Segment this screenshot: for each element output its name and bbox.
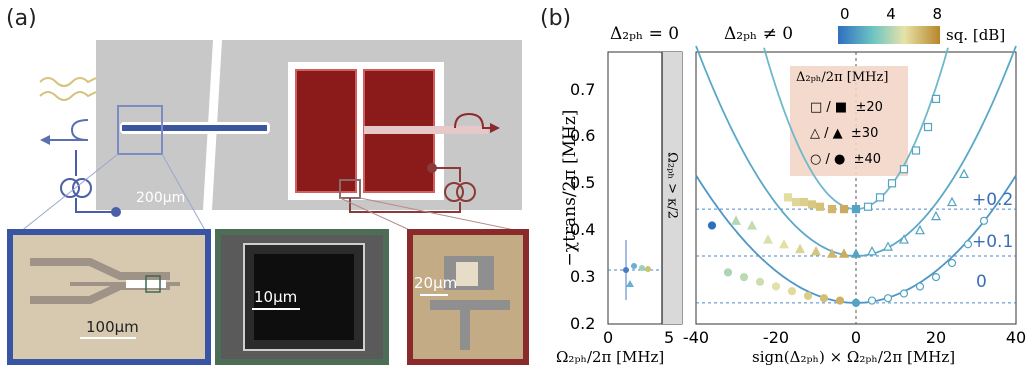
x-tick-label: 20 <box>925 328 947 347</box>
inset2-scale-label: 10μm <box>254 288 298 306</box>
y-tick-label: 0.4 <box>570 220 596 240</box>
colorbar-tick: 4 <box>886 5 896 23</box>
data-point <box>851 298 861 307</box>
legend-rows: □ / ■ ±20 △ / ▲ ±30 ○ / ● ±40 <box>810 95 883 173</box>
data-point <box>915 224 925 235</box>
right-x-label: sign(Δ₂ₚₕ) × Ω₂ₚₕ/2π [MHz] <box>752 348 956 366</box>
data-point <box>947 196 957 207</box>
y-tick-label: 0.3 <box>570 267 596 287</box>
data-point <box>835 296 845 305</box>
data-point <box>867 296 877 305</box>
data-point <box>819 294 829 303</box>
data-point <box>827 248 837 258</box>
legend-row: △ / ▲ ±30 <box>810 126 879 141</box>
data-points <box>707 94 989 307</box>
data-point <box>739 273 749 282</box>
colorbar-tick: 8 <box>932 5 942 23</box>
data-point <box>815 202 825 211</box>
data-point <box>931 273 941 282</box>
data-point <box>787 287 797 296</box>
colorbar-label: sq. [dB] <box>946 26 1006 44</box>
data-point <box>911 146 921 155</box>
main-scale-label: 200μm <box>136 190 186 206</box>
data-point <box>851 248 861 258</box>
data-point <box>863 202 873 211</box>
legend-row: ○ / ● ±40 <box>810 152 882 167</box>
colorbar-ticks: 0 4 8 <box>840 5 942 23</box>
panel-a-label: (a) <box>6 6 37 31</box>
data-point <box>883 294 893 303</box>
panel-b-label: (b) <box>540 6 572 31</box>
legend-box <box>790 66 908 176</box>
data-point <box>807 200 817 209</box>
x-tick-label: 40 <box>1005 328 1027 347</box>
header-right: Δ₂ₚₕ ≠ 0 <box>724 24 794 44</box>
data-point <box>779 239 789 249</box>
offset-label: +0.2 <box>972 190 1014 210</box>
data-point <box>887 179 897 188</box>
data-point <box>923 122 933 132</box>
data-point <box>755 277 765 286</box>
data-point <box>899 289 909 298</box>
x-tick-label: 0 <box>850 328 862 347</box>
data-point <box>883 241 893 251</box>
left-x-label: Ω₂ₚₕ/2π [MHz] <box>556 348 665 366</box>
x-tick-label: -20 <box>762 328 790 347</box>
data-point <box>747 220 757 230</box>
data-point <box>827 205 837 214</box>
y-tick-label: 0.5 <box>570 173 596 193</box>
data-point <box>799 197 809 207</box>
feedline <box>122 125 267 131</box>
data-point <box>795 243 805 254</box>
y-tick-label: 0.2 <box>570 314 596 333</box>
header-left: Δ₂ₚₕ = 0 <box>610 24 680 44</box>
y-tick-label: 0.6 <box>570 126 596 146</box>
data-point <box>963 240 973 249</box>
data-point <box>867 246 877 256</box>
data-point <box>851 205 861 214</box>
data-point <box>763 234 773 244</box>
colorbar-tick: 0 <box>840 5 850 23</box>
data-point <box>783 193 793 202</box>
resonator-coupler <box>364 126 488 134</box>
left-x-tick: 0 <box>603 328 614 347</box>
data-point <box>915 282 925 291</box>
data-point <box>839 205 849 214</box>
data-point <box>791 197 801 207</box>
data-point <box>771 282 781 291</box>
left-x-tick: 5 <box>664 328 675 347</box>
inset1-scale-label: 100μm <box>86 318 139 336</box>
x-tick-label: -40 <box>682 328 710 347</box>
data-point <box>839 248 849 258</box>
data-point <box>899 234 909 244</box>
data-point <box>931 94 941 103</box>
inset-squid-photo <box>407 229 529 365</box>
inset3-scale-label: 20μm <box>414 274 458 292</box>
offset-label: 0 <box>976 272 987 292</box>
omega-gt-kappa-band <box>662 52 682 324</box>
data-point <box>731 215 741 225</box>
data-point <box>811 246 821 256</box>
data-point <box>803 291 813 300</box>
data-point <box>959 168 969 179</box>
left-data-points <box>623 240 651 300</box>
data-point <box>875 193 885 202</box>
data-point <box>947 258 957 268</box>
data-point <box>931 210 941 221</box>
resonator-pad-left <box>295 69 357 193</box>
colorbar <box>838 26 940 44</box>
data-point <box>723 268 733 277</box>
band-label: Ω₂ₚₕ > κ/2 <box>664 152 680 219</box>
data-point <box>899 165 909 174</box>
feedline-zoom-box <box>117 105 163 155</box>
offset-label: +0.1 <box>972 232 1014 252</box>
legend-row: □ / ■ ±20 <box>810 100 883 115</box>
y-tick-label: 0.7 <box>570 79 596 99</box>
baseline-lines <box>696 208 1016 304</box>
legend-title: Δ₂ₚₕ/2π [MHz] <box>796 70 889 85</box>
data-point <box>707 221 717 230</box>
data-point <box>979 216 989 225</box>
